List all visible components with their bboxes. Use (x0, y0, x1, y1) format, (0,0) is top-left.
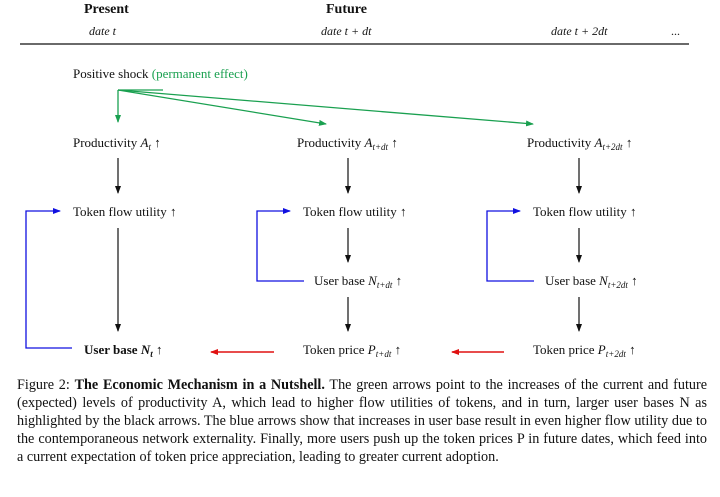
date-t-plus-dt: date t + dt (321, 24, 372, 38)
diagram-arrows (20, 43, 689, 355)
up-arrow-icon: ↑ (169, 204, 177, 219)
token-price-node-t-dt: Token price Pt+dt ↑ (303, 342, 402, 359)
up-arrow-icon: ↑ (629, 204, 637, 219)
user-base-node-t-2dt: User base Nt+2dt ↑ (545, 273, 638, 290)
shock-effect: (permanent effect) (151, 66, 248, 81)
up-arrow-icon: ↑ (391, 135, 398, 150)
up-arrow-icon: ↑ (399, 204, 407, 219)
token-price-node-t-2dt: Token price Pt+2dt ↑ (533, 342, 636, 359)
figure-caption: Figure 2: The Economic Mechanism in a Nu… (17, 376, 707, 466)
caption-prefix: Figure 2: (17, 377, 70, 393)
up-arrow-icon: ↑ (394, 342, 402, 357)
user-base-node-t: User base Nt ↑ (84, 342, 163, 359)
blue-arrows (25, 208, 534, 349)
flow-utility-node-t-2dt: Token flow utility ↑ (533, 204, 637, 219)
caption-body: The green arrows point to the increases … (17, 377, 707, 465)
present-header: Present (84, 2, 129, 17)
up-arrow-icon: ↑ (395, 273, 403, 288)
productivity-node-t: Productivity At ↑ (73, 135, 161, 152)
green-arrows (115, 89, 534, 127)
up-arrow-icon: ↑ (625, 135, 633, 150)
up-arrow-icon: ↑ (155, 342, 163, 357)
caption-title: The Economic Mechanism in a Nutshell. (74, 377, 325, 393)
shock-label: Positive shock (73, 66, 149, 81)
future-header: Future (326, 2, 367, 17)
productivity-node-t-2dt: Productivity At+2dt ↑ (527, 135, 633, 152)
user-base-node-t-dt: User base Nt+dt ↑ (314, 273, 403, 290)
ellipsis: ... (671, 24, 680, 38)
up-arrow-icon: ↑ (629, 342, 636, 357)
date-t-plus-2dt: date t + 2dt (551, 24, 608, 38)
up-arrow-icon: ↑ (154, 135, 161, 150)
date-t: date t (89, 24, 116, 38)
up-arrow-icon: ↑ (631, 273, 638, 288)
black-arrows (115, 158, 582, 332)
flow-utility-node-t: Token flow utility ↑ (73, 204, 177, 219)
flow-utility-node-t-dt: Token flow utility ↑ (303, 204, 407, 219)
productivity-node-t-dt: Productivity At+dt ↑ (297, 135, 398, 152)
positive-shock-node: Positive shock (permanent effect) (73, 66, 248, 82)
